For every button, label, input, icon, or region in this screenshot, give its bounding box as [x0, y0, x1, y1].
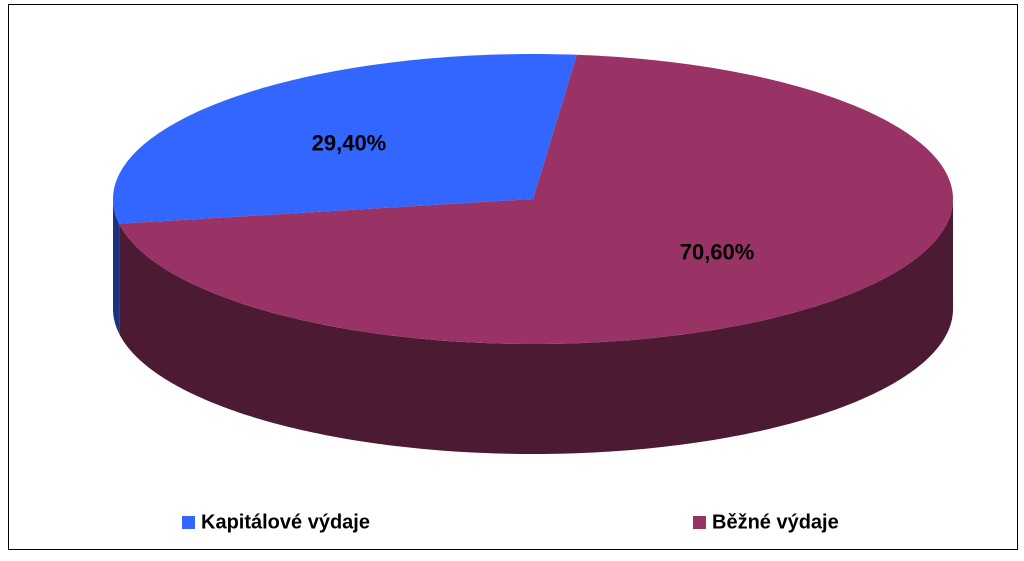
legend-swatch	[693, 516, 706, 529]
pie-side	[113, 199, 120, 334]
data-label: 70,60%	[680, 239, 755, 264]
pie-slice	[113, 54, 577, 224]
legend-swatch	[182, 516, 195, 529]
pie-side	[119, 199, 953, 454]
data-label: 29,40%	[312, 130, 387, 155]
legend-label: Běžné výdaje	[712, 511, 839, 533]
legend-label: Kapitálové výdaje	[201, 511, 370, 533]
pie-slice	[119, 54, 953, 344]
